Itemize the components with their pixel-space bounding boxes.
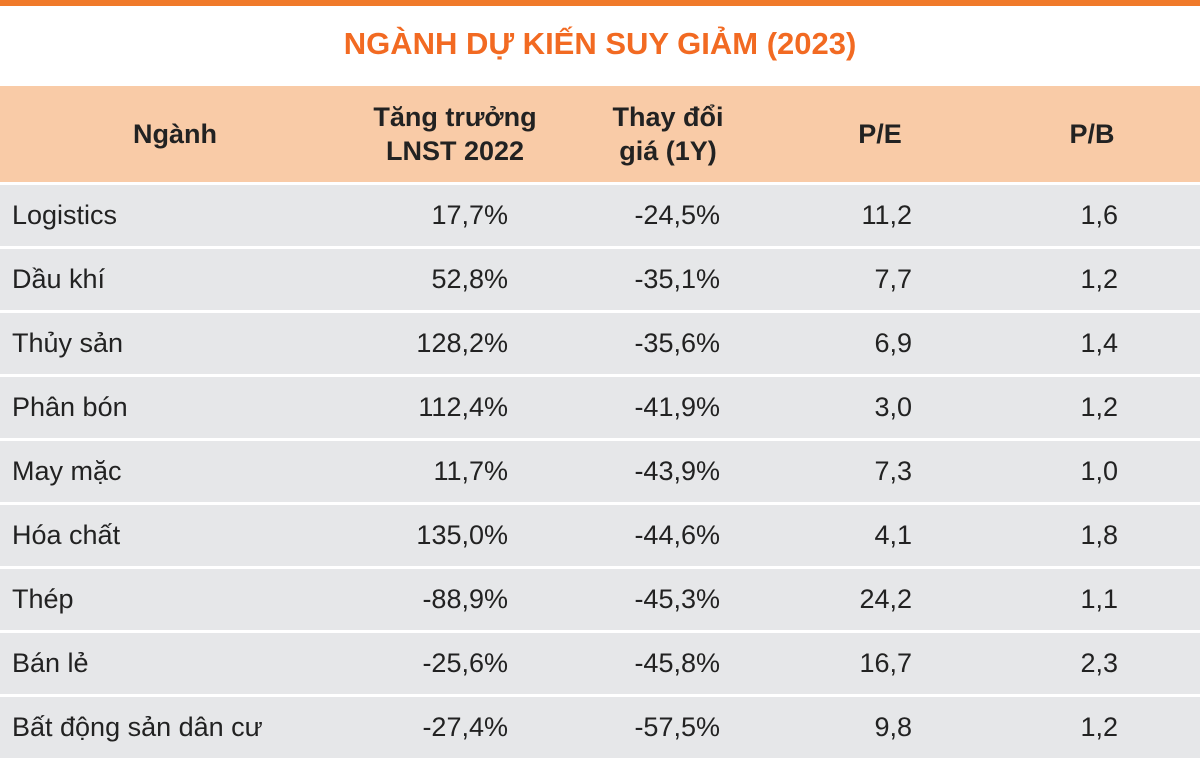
table-row: Thủy sản 128,2% -35,6% 6,9 1,4 xyxy=(0,313,1200,374)
row-label: Dầu khí xyxy=(12,264,106,294)
table-row: Logistics 17,7% -24,5% 11,2 1,6 xyxy=(0,185,1200,246)
value-cell: 2,3 xyxy=(1080,648,1118,678)
value-cell: 1,1 xyxy=(1080,584,1118,614)
value-cell: 6,9 xyxy=(874,328,912,358)
value-cell: 112,4% xyxy=(418,392,508,422)
table-header: Ngành Tăng trưởng LNST 2022 Thay đổi giá (1Y… xyxy=(0,86,1200,182)
value-cell: 24,2 xyxy=(859,584,912,614)
value-cell: -25,6% xyxy=(422,648,508,678)
value-cell: 1,2 xyxy=(1080,392,1118,422)
value-cell: 135,0% xyxy=(416,520,508,550)
header-cell: Thay đổi giá (1Y) xyxy=(538,86,798,182)
value-cell: 11,2 xyxy=(861,200,912,230)
row-label: Thép xyxy=(12,584,74,614)
value-cell: 4,1 xyxy=(874,520,912,550)
table-row: May mặc 11,7% -43,9% 7,3 1,0 xyxy=(0,441,1200,502)
value-cell: 11,7% xyxy=(433,456,508,486)
header-cell: Ngành xyxy=(45,86,305,182)
table-row: Bất động sản dân cư -27,4% -57,5% 9,8 1,2 xyxy=(0,697,1200,758)
header-cell: Tăng trưởng LNST 2022 xyxy=(325,86,585,182)
row-label: Logistics xyxy=(12,200,118,230)
value-cell: 1,8 xyxy=(1080,520,1118,550)
row-label: Thủy sản xyxy=(12,328,124,358)
top-rule xyxy=(0,0,1200,6)
header-text: Thay đổi xyxy=(612,102,724,132)
row-label: Bán lẻ xyxy=(12,648,89,678)
header-text: giá (1Y) xyxy=(619,136,717,166)
value-cell: 1,2 xyxy=(1080,712,1118,742)
value-cell: -45,8% xyxy=(634,648,720,678)
value-cell: 16,7 xyxy=(859,648,912,678)
header-text: LNST 2022 xyxy=(385,136,525,166)
value-cell: 7,7 xyxy=(874,264,912,294)
value-cell: 7,3 xyxy=(874,456,912,486)
value-cell: 3,0 xyxy=(874,392,912,422)
value-cell: -45,3% xyxy=(634,584,720,614)
value-cell: 1,6 xyxy=(1080,200,1118,230)
value-cell: 1,0 xyxy=(1080,456,1118,486)
value-cell: -44,6% xyxy=(634,520,720,550)
value-cell: -24,5% xyxy=(634,200,720,230)
table-row: Bán lẻ -25,6% -45,8% 16,7 2,3 xyxy=(0,633,1200,694)
value-cell: 1,2 xyxy=(1080,264,1118,294)
value-cell: 9,8 xyxy=(874,712,912,742)
value-cell: -88,9% xyxy=(422,584,508,614)
value-cell: -35,6% xyxy=(634,328,720,358)
value-cell: 1,4 xyxy=(1080,328,1118,358)
table-row: Thép -88,9% -45,3% 24,2 1,1 xyxy=(0,569,1200,630)
value-cell: -35,1% xyxy=(634,264,720,294)
table-row: Hóa chất 135,0% -44,6% 4,1 1,8 xyxy=(0,505,1200,566)
header-text: P/E xyxy=(858,119,902,149)
header-cell: P/E xyxy=(750,86,1010,182)
value-cell: -27,4% xyxy=(422,712,508,742)
value-cell: -43,9% xyxy=(634,456,720,486)
table-row: Phân bón 112,4% -41,9% 3,0 1,2 xyxy=(0,377,1200,438)
header-text: Ngành xyxy=(133,119,217,149)
table-row: Dầu khí 52,8% -35,1% 7,7 1,2 xyxy=(0,249,1200,310)
row-label: Phân bón xyxy=(12,392,128,422)
value-cell: 17,7% xyxy=(431,200,508,230)
value-cell: -41,9% xyxy=(634,392,720,422)
header-cell: P/B xyxy=(962,86,1200,182)
title: NGÀNH DỰ KIẾN SUY GIẢM (2023) xyxy=(343,26,857,61)
row-label: Bất động sản dân cư xyxy=(12,712,263,742)
value-cell: 128,2% xyxy=(416,328,508,358)
value-cell: 52,8% xyxy=(431,264,508,294)
row-label: May mặc xyxy=(12,456,122,486)
row-label: Hóa chất xyxy=(12,520,121,550)
value-cell: -57,5% xyxy=(634,712,720,742)
header-text: P/B xyxy=(1069,119,1115,149)
header-text: Tăng trưởng xyxy=(373,102,537,132)
